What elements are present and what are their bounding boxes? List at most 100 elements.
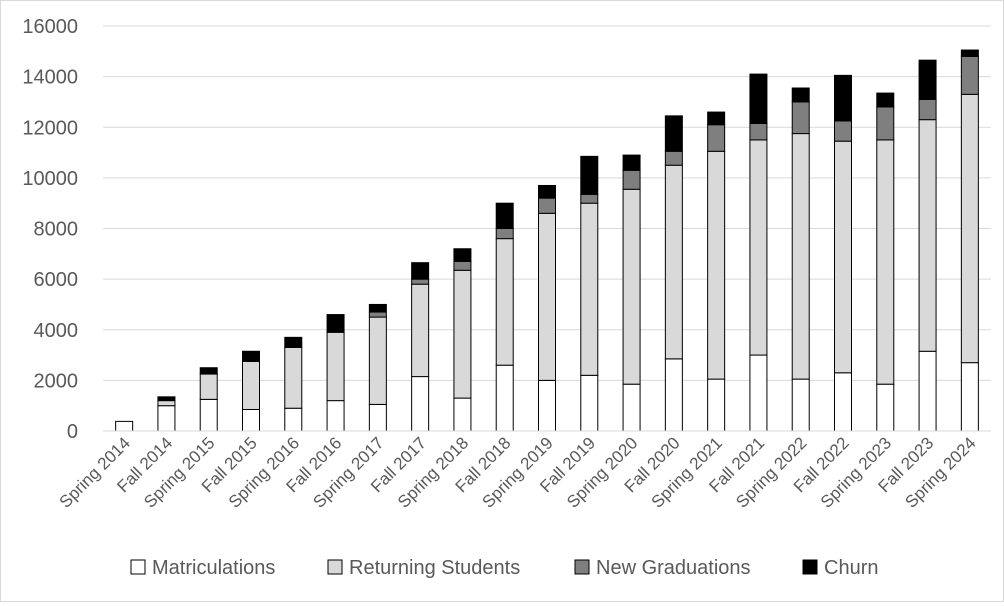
bar-segment-new-graduations: [876, 106, 895, 141]
legend-label-churn: Churn: [824, 557, 878, 579]
y-tick-label: 8000: [34, 219, 79, 241]
bar-segment-matriculations: [707, 378, 726, 432]
bar-segment-new-graduations: [834, 120, 852, 142]
y-tick-label: 12000: [22, 117, 78, 139]
bar-segment-returning-students: [453, 269, 472, 399]
bar-segment-new-graduations: [707, 124, 726, 152]
bar-segment-returning-students: [157, 400, 176, 407]
y-tick-label: 14000: [22, 67, 78, 89]
bar-segment-matriculations: [411, 376, 430, 432]
x-tick-label: Spring 2014: [56, 433, 134, 511]
bar-segment-new-graduations: [960, 55, 979, 95]
bar-segment-returning-students: [411, 283, 430, 378]
bar-segment-churn: [622, 154, 641, 171]
bar-segment-churn: [199, 367, 218, 375]
bar-segment-new-graduations: [749, 122, 768, 141]
y-tick-label: 6000: [34, 269, 79, 291]
bar-segment-churn: [157, 396, 176, 402]
legend-label-new-graduations: New Graduations: [596, 557, 751, 579]
legend: Matriculations Returning Students New Grad…: [130, 557, 878, 579]
bar-segment-returning-students: [538, 212, 556, 381]
bar-segment-churn: [495, 202, 514, 229]
bar-segment-returning-students: [960, 93, 979, 364]
bar-segment-matriculations: [242, 408, 260, 432]
bar-segment-returning-students: [326, 331, 345, 402]
legend-label-matriculations: Matriculations: [152, 557, 275, 579]
bar-segment-new-graduations: [495, 228, 514, 240]
bars: [115, 49, 979, 432]
bar-segment-matriculations: [622, 383, 641, 432]
bar-segment-churn: [876, 92, 895, 108]
bar-segment-returning-students: [834, 140, 852, 374]
bar-segment-churn: [580, 155, 599, 195]
bar-segment-returning-students: [918, 119, 937, 352]
bar-segment-returning-students: [749, 139, 768, 356]
bar-segment-matriculations: [368, 403, 387, 432]
bar-segment-matriculations: [538, 379, 556, 432]
bar-segment-churn: [960, 49, 979, 57]
bar-segment-new-graduations: [453, 260, 472, 271]
bar-segment-new-graduations: [918, 98, 937, 121]
bar-segment-new-graduations: [368, 311, 387, 318]
y-tick-label: 16000: [22, 16, 78, 38]
bar-segment-churn: [326, 314, 345, 333]
y-tick-label: 2000: [34, 370, 79, 392]
bar-segment-churn: [749, 73, 768, 124]
bar-segment-churn: [368, 303, 387, 313]
bar-segment-returning-students: [707, 150, 726, 380]
bar-segment-matriculations: [326, 400, 345, 432]
legend-label-returning-students: Returning Students: [349, 557, 520, 579]
bar-segment-returning-students: [791, 133, 810, 380]
y-axis-ticks: 0 2000 4000 6000 8000 10000 12000 14000 16000: [22, 16, 78, 443]
bar-segment-churn: [664, 115, 683, 152]
bar-segment-churn: [834, 74, 852, 122]
bar-segment-new-graduations: [538, 197, 556, 214]
bar-segment-returning-students: [199, 373, 218, 400]
legend-swatch-returning-students: [327, 559, 343, 575]
bar-segment-matriculations: [157, 405, 176, 432]
bar-segment-churn: [284, 336, 303, 348]
bar-segment-churn: [918, 59, 937, 100]
y-tick-label: 10000: [22, 168, 78, 190]
bar-segment-new-graduations: [664, 150, 683, 166]
bar-segment-churn: [538, 184, 556, 199]
bar-segment-matriculations: [580, 374, 599, 432]
bar-segment-matriculations: [791, 378, 810, 432]
y-tick-label: 4000: [34, 320, 79, 342]
bar-segment-returning-students: [664, 164, 683, 360]
legend-swatch-churn: [802, 559, 818, 575]
bar-segment-churn: [242, 350, 260, 362]
bar-segment-returning-students: [580, 202, 599, 376]
bar-segment-matriculations: [495, 364, 514, 432]
bar-segment-new-graduations: [580, 193, 599, 204]
bar-segment-matriculations: [284, 407, 303, 432]
bar-segment-returning-students: [622, 188, 641, 385]
bar-segment-churn: [411, 262, 430, 280]
bar-segment-matriculations: [749, 354, 768, 432]
bar-segment-new-graduations: [622, 169, 641, 190]
bar-segment-matriculations: [918, 350, 937, 432]
bar-segment-matriculations: [199, 398, 218, 432]
bar-segment-returning-students: [242, 360, 260, 410]
bar-segment-returning-students: [495, 238, 514, 366]
legend-swatch-matriculations: [130, 559, 146, 575]
bar-segment-churn: [791, 87, 810, 103]
bar-segment-new-graduations: [411, 278, 430, 285]
bar-segment-matriculations: [115, 420, 134, 432]
legend-swatch-new-graduations: [574, 559, 590, 575]
bar-segment-matriculations: [834, 372, 852, 432]
bar-segment-matriculations: [453, 397, 472, 432]
bar-segment-matriculations: [876, 383, 895, 432]
bar-segment-matriculations: [960, 362, 979, 432]
bar-segment-new-graduations: [791, 101, 810, 135]
bar-segment-matriculations: [664, 358, 683, 432]
bar-segment-returning-students: [368, 316, 387, 405]
bar-segment-churn: [453, 248, 472, 262]
bar-segment-returning-students: [284, 346, 303, 409]
bar-segment-returning-students: [876, 139, 895, 385]
y-tick-label: 0: [67, 421, 78, 443]
bar-segment-churn: [707, 111, 726, 126]
